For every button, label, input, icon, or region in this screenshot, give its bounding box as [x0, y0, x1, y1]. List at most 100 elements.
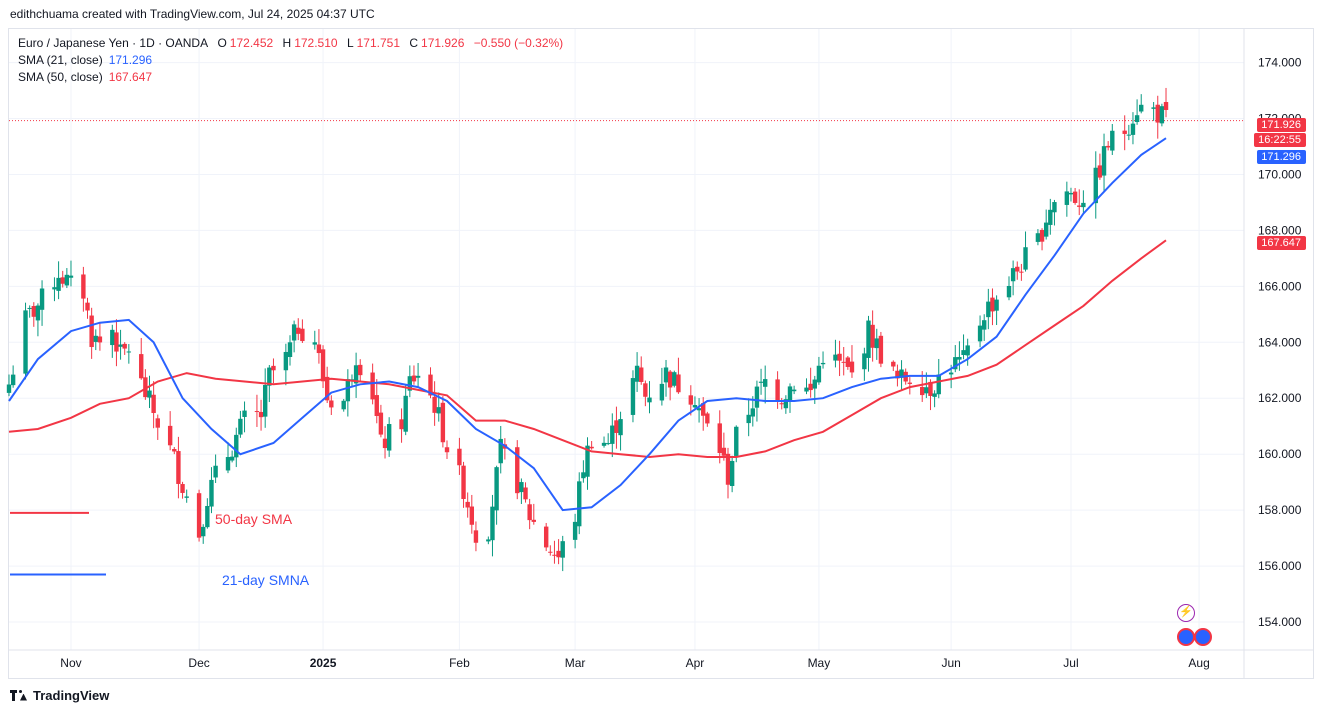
- candle-body: [667, 371, 673, 388]
- symbol-title[interactable]: Euro / Japanese Yen · 1D · OANDA: [18, 36, 209, 50]
- candle-body: [994, 299, 999, 311]
- candle-body: [353, 365, 359, 384]
- candle-body: [172, 449, 177, 452]
- candle-body: [820, 362, 826, 365]
- candle-body: [1064, 191, 1070, 205]
- candle-body: [874, 338, 879, 349]
- candle-body: [808, 383, 813, 391]
- candle-body: [238, 418, 243, 435]
- legend-ohlc-row: Euro / Japanese Yen · 1D · OANDA O 172.45…: [18, 35, 563, 52]
- sma21-badge: 171.296: [1257, 150, 1306, 164]
- sma21-label: SMA (21, close): [18, 53, 103, 67]
- candle-body: [147, 390, 152, 398]
- candle-body: [701, 403, 706, 416]
- x-tick-label: Jul: [1063, 656, 1078, 670]
- candle-body: [643, 383, 648, 397]
- open-value: 172.452: [229, 36, 274, 50]
- legend-sma21-row[interactable]: SMA (21, close) 171.296: [18, 52, 563, 69]
- candle-body: [1101, 146, 1107, 176]
- candle-body: [151, 394, 156, 414]
- candle-body: [213, 465, 218, 478]
- candle-body: [296, 327, 301, 334]
- candle-body: [300, 328, 305, 342]
- candle-body: [23, 310, 28, 374]
- candle-body: [370, 372, 375, 400]
- candle-body: [329, 400, 334, 408]
- candle-body: [672, 372, 677, 386]
- candle-body: [779, 403, 784, 405]
- legend-sma50-row[interactable]: SMA (50, close) 167.647: [18, 69, 563, 86]
- candle-body: [610, 425, 615, 444]
- candle-body: [585, 445, 590, 477]
- candle-body: [1105, 145, 1111, 148]
- candle-body: [630, 378, 636, 415]
- candle-body: [316, 344, 322, 354]
- candle-body: [833, 354, 838, 361]
- candlestick-series: [6, 87, 1169, 572]
- events-icon[interactable]: [1177, 628, 1195, 646]
- candle-body: [605, 443, 611, 445]
- candle-body: [589, 446, 594, 449]
- x-tick-label: Jun: [941, 656, 960, 670]
- candle-body: [494, 467, 499, 511]
- candle-body: [6, 384, 12, 393]
- candle-body: [816, 365, 822, 383]
- candle-body: [556, 550, 561, 558]
- x-tick-label: Feb: [449, 656, 470, 670]
- candle-body: [878, 335, 884, 364]
- candle-body: [659, 383, 665, 401]
- tradingview-logo[interactable]: TradingView: [10, 688, 109, 703]
- candle-body: [552, 554, 557, 556]
- candle-body: [60, 277, 65, 284]
- candle-body: [928, 381, 933, 396]
- candle-body: [312, 342, 317, 345]
- x-tick-label: Dec: [188, 656, 209, 670]
- x-tick-label: 2025: [310, 656, 337, 670]
- candle-body: [1006, 285, 1012, 298]
- candle-body: [1163, 102, 1169, 110]
- x-tick-label: Aug: [1188, 656, 1209, 670]
- candle-body: [845, 357, 851, 367]
- candle-body: [209, 479, 214, 507]
- candle-body: [155, 418, 160, 428]
- candle-body: [52, 287, 57, 290]
- candle-body: [1097, 165, 1103, 178]
- candle-body: [358, 364, 363, 376]
- candle-body: [581, 472, 586, 479]
- x-tick-label: Mar: [565, 656, 586, 670]
- candle-body: [118, 344, 123, 347]
- dividends-icon[interactable]: [1194, 628, 1212, 646]
- candle-body: [81, 274, 86, 299]
- candle-body: [291, 324, 297, 341]
- candle-body: [1043, 222, 1049, 237]
- candle-body: [428, 374, 433, 396]
- candle-body: [469, 506, 475, 525]
- y-tick-label: 170.000: [1258, 167, 1302, 181]
- y-tick-label: 156.000: [1258, 559, 1302, 573]
- candle-body: [1039, 229, 1045, 242]
- lightning-icon[interactable]: ⚡: [1177, 604, 1195, 622]
- candle-body: [688, 395, 694, 405]
- low-label: L: [346, 36, 354, 50]
- candle-body: [184, 496, 189, 498]
- open-label: O: [217, 36, 227, 50]
- x-tick-label: Apr: [686, 656, 705, 670]
- y-tick-label: 160.000: [1258, 447, 1302, 461]
- candle-body: [543, 526, 549, 548]
- candle-body: [143, 377, 148, 398]
- annotation-sma21: 21-day SMNA: [222, 572, 310, 588]
- candle-body: [436, 407, 441, 414]
- candle-body: [717, 423, 722, 453]
- sma50-label: SMA (50, close): [18, 70, 103, 84]
- candle-body: [676, 374, 681, 393]
- candle-body: [837, 353, 842, 361]
- candle-body: [601, 442, 607, 446]
- candle-body: [258, 411, 264, 418]
- candle-body: [548, 551, 553, 553]
- candle-body: [64, 274, 70, 286]
- candle-body: [663, 367, 669, 383]
- candle-body: [201, 526, 206, 537]
- candle-body: [440, 402, 446, 443]
- candle-body: [176, 451, 181, 484]
